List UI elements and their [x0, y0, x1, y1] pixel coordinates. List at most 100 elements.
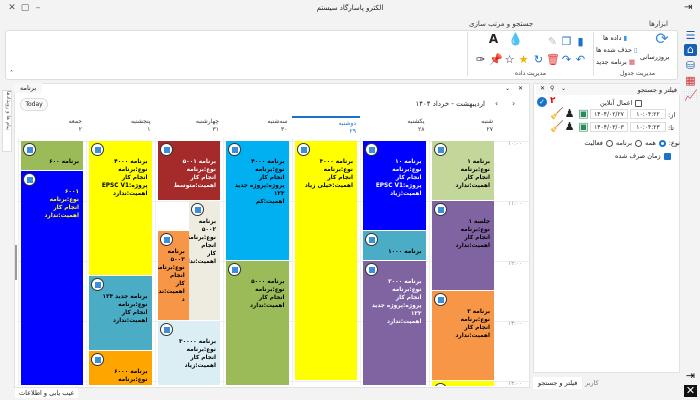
calendar-event[interactable]: برنامه ۳۰۰۰۰ نوع:برنامه انجام کار اهمیت:زیا… — [157, 321, 220, 385]
home-icon[interactable]: ⌂ — [684, 44, 697, 56]
calendar-event[interactable]: برنامه ۵۰۰۳ نوع:برنامه انجام کار اهمیت:ندار د — [157, 231, 189, 320]
calendar-event[interactable]: برنامه ۶۰۰ — [20, 141, 83, 170]
new-program-icon: ▦ — [628, 58, 636, 66]
menu-icon[interactable]: ☰ — [685, 29, 696, 42]
today-button[interactable]: Today — [20, 98, 48, 111]
calendar-event[interactable]: برنامه ۱ نوع:برنامه انجام کار اهمیت:ندارد — [431, 141, 494, 200]
calendar-event[interactable]: برنامه ۱۰ نوع:برنامه انجام کار پروژه:EPSC V… — [363, 141, 426, 230]
table-group-label: مدیریت جدول — [620, 70, 655, 77]
minimize-button[interactable]: – — [35, 3, 41, 13]
calendar-event[interactable]: برنامه ۶۰۰۰ نوع:برنامه — [89, 351, 152, 385]
star-outline-icon[interactable]: ☆ — [504, 53, 515, 66]
logout-icon[interactable]: ⇥ — [685, 369, 696, 382]
exit-icon[interactable]: ⇥ — [684, 2, 693, 13]
radio-activity[interactable] — [605, 139, 613, 147]
event-text-line: انجام کار — [190, 175, 216, 181]
apply-check-icon[interactable]: ✓ — [537, 97, 547, 107]
event-text-line: برنامه ۱۰ — [395, 159, 422, 165]
next-button[interactable]: ‹ — [495, 99, 499, 108]
close-icon[interactable]: ✕ — [684, 384, 697, 397]
from-date-input[interactable]: ۱۴۰۴/۰۲/۲۷ — [590, 109, 628, 119]
schedule-icon[interactable]: ▦ — [685, 74, 696, 87]
data-button[interactable]: ▮ داده ها — [603, 34, 628, 42]
collapse-ribbon-icon[interactable]: ˄ — [10, 70, 13, 77]
event-type-icon — [433, 203, 447, 216]
calendar-event[interactable]: برنامه ۵۰۰۰ نوع:برنامه انجام کار اهمیت:ندار… — [226, 261, 289, 385]
day-name: جمعه — [68, 118, 82, 125]
day-header[interactable]: جمعه ۲ — [18, 116, 87, 138]
calendar-event[interactable]: برنامه ۴۰۰۰ نوع:برنامه انجام کار پروژه:EPSC… — [89, 141, 152, 275]
diagnostics-tab[interactable]: عیب یابی و اطلاعات — [15, 388, 79, 398]
calendar-event[interactable]: جلسه ۱ نوع:برنامه انجام کار اهمیت:ندارد — [431, 201, 494, 290]
day-header[interactable]: دوشنبه ۲۹ — [291, 116, 360, 138]
unpin-icon[interactable]: ✑ — [475, 53, 486, 66]
fill-color-icon[interactable]: 💧 — [508, 32, 523, 46]
event-text-line: اهمیت:ندارد — [249, 303, 285, 309]
chevron-down-icon[interactable]: ⌄ — [561, 85, 567, 92]
star-filled-icon[interactable]: ★ — [518, 53, 529, 66]
calendar-event[interactable]: برنامه ۴۰۰۰ نوع:برنامه انجام کار پروژه:پروژ… — [226, 141, 289, 260]
refresh-button[interactable]: بروزرسانی — [640, 53, 670, 61]
tab-filter-search[interactable]: فیلتر و جستجو — [533, 377, 583, 389]
calendar-event[interactable]: برنامه ۳۰۰۰ نوع:برنامه انجام کار اهمیت:خیلی… — [294, 141, 357, 380]
chevron-down-icon[interactable]: ⌄ — [505, 85, 511, 92]
calendar-clear-icon[interactable]: ▣ — [578, 120, 589, 133]
day-header[interactable]: پنجشنبه ۱ — [86, 116, 155, 138]
calendar-event[interactable]: برنامه ۵۰۰۱ نوع:برنامه انجام کار اهمیت:متوس… — [157, 141, 220, 200]
refresh-icon[interactable]: ⟳ — [655, 29, 669, 48]
side-panel-tab[interactable]: پیام ها و رویدادها — [2, 90, 12, 152]
to-date-input[interactable]: ۱۴۰۴/۰۳/۰۳ — [590, 122, 628, 132]
date-range-title: اردیبهشت - خرداد ۱۴۰۴ — [415, 100, 485, 108]
prev-button[interactable]: › — [512, 99, 516, 108]
checkbox[interactable] — [635, 99, 643, 107]
broom-icon[interactable]: 🧹 — [550, 107, 564, 120]
calendar-event[interactable]: برنامه ۲ نوع:برنامه انجام کار اهمیت:ندارد — [431, 291, 494, 380]
time-spent-checkbox[interactable]: زمان صرف شده — [615, 152, 671, 160]
calendar-event[interactable]: برنامه ۵۰۰۲ نوع:برنامه انجام کار اهمیت:ندار — [188, 201, 220, 320]
pin-panel-icon[interactable]: ⚲ — [550, 85, 555, 92]
event-type-icon — [365, 263, 378, 276]
deleted-button[interactable]: ▯ حذف شده ها — [596, 46, 638, 54]
delete-icon[interactable]: 🗑 — [546, 53, 560, 66]
calendar-event[interactable]: برنامه ۲۰۰۰ نوع:برنامه انجام کار پروژه:پروژ… — [363, 261, 426, 385]
close-panel-icon[interactable]: ✕ — [518, 85, 524, 92]
pin-icon[interactable]: 📌 — [489, 53, 503, 66]
chart-icon[interactable]: 📈 — [684, 89, 698, 102]
calendar-event[interactable]: برنامه ۱۰۰۰ — [363, 231, 426, 260]
to-time-input[interactable]: ۱۰:۰۴:۲۳ — [630, 122, 666, 132]
undo-icon[interactable]: ↶ — [575, 53, 586, 66]
radio-all[interactable] — [658, 139, 666, 147]
location-icon[interactable]: ♟ — [564, 107, 575, 120]
tab-search-sort[interactable]: جستجو و مرتب سازی — [469, 20, 534, 28]
radio-program[interactable] — [635, 139, 643, 147]
calendar-event[interactable]: برنامه جدید ۱۲۳ نوع:برنامه انجام کار اهمیت:… — [89, 276, 152, 350]
redo-icon[interactable]: ↷ — [561, 53, 572, 66]
day-header[interactable]: شنبه ۲۷ — [429, 116, 498, 138]
calendar-event[interactable] — [431, 381, 494, 386]
broom-icon[interactable]: 🧹 — [550, 120, 564, 133]
day-header[interactable]: سه‌شنبه ۳۰ — [223, 116, 292, 138]
checkbox[interactable] — [663, 152, 671, 160]
calendar-body[interactable]: ۱۰:۰۰ ۱۱:۰۰ ۱۲:۰۰ ۱۳:۰۰ ۱۴:۰۰ برنامه ۱ نوع:برن… — [17, 138, 530, 386]
font-color-icon[interactable]: A — [488, 32, 499, 46]
from-time-input[interactable]: ۱۰:۰۴:۲۲ — [630, 109, 666, 119]
online-apply-checkbox[interactable]: اعمال آنلاین — [600, 99, 643, 107]
calendar-clear-icon[interactable]: ▣ — [578, 107, 589, 120]
close-window-button[interactable]: ✕ — [8, 3, 16, 13]
scrollbar[interactable] — [15, 245, 17, 280]
tab-user[interactable]: کاربر — [585, 379, 599, 387]
close-filter-icon[interactable]: ✕ — [540, 85, 546, 92]
battery-icon[interactable]: ▮ — [577, 35, 584, 48]
edit-icon[interactable]: ✎ — [547, 35, 558, 48]
rotate-icon[interactable]: ↻ — [533, 53, 544, 66]
calendar-tab[interactable]: برنامه — [14, 83, 43, 93]
event-text-line: نوع:برنامه — [255, 287, 285, 293]
day-header[interactable]: یکشنبه ۲۸ — [360, 116, 429, 138]
location-icon[interactable]: ♟ — [564, 120, 575, 133]
day-header[interactable]: چهارشنبه ۳۱ — [155, 116, 224, 138]
copy-icon[interactable]: ❐ — [561, 35, 572, 48]
database-icon[interactable]: ⛁ — [685, 59, 696, 72]
calendar-event[interactable]: ۶۰۰۱ نوع:برنامه انجام کار اهمیت:ندارد — [20, 171, 83, 385]
new-program-button[interactable]: ▦ برنامه جدید — [596, 58, 636, 66]
maximize-button[interactable]: ▢ — [20, 3, 30, 13]
